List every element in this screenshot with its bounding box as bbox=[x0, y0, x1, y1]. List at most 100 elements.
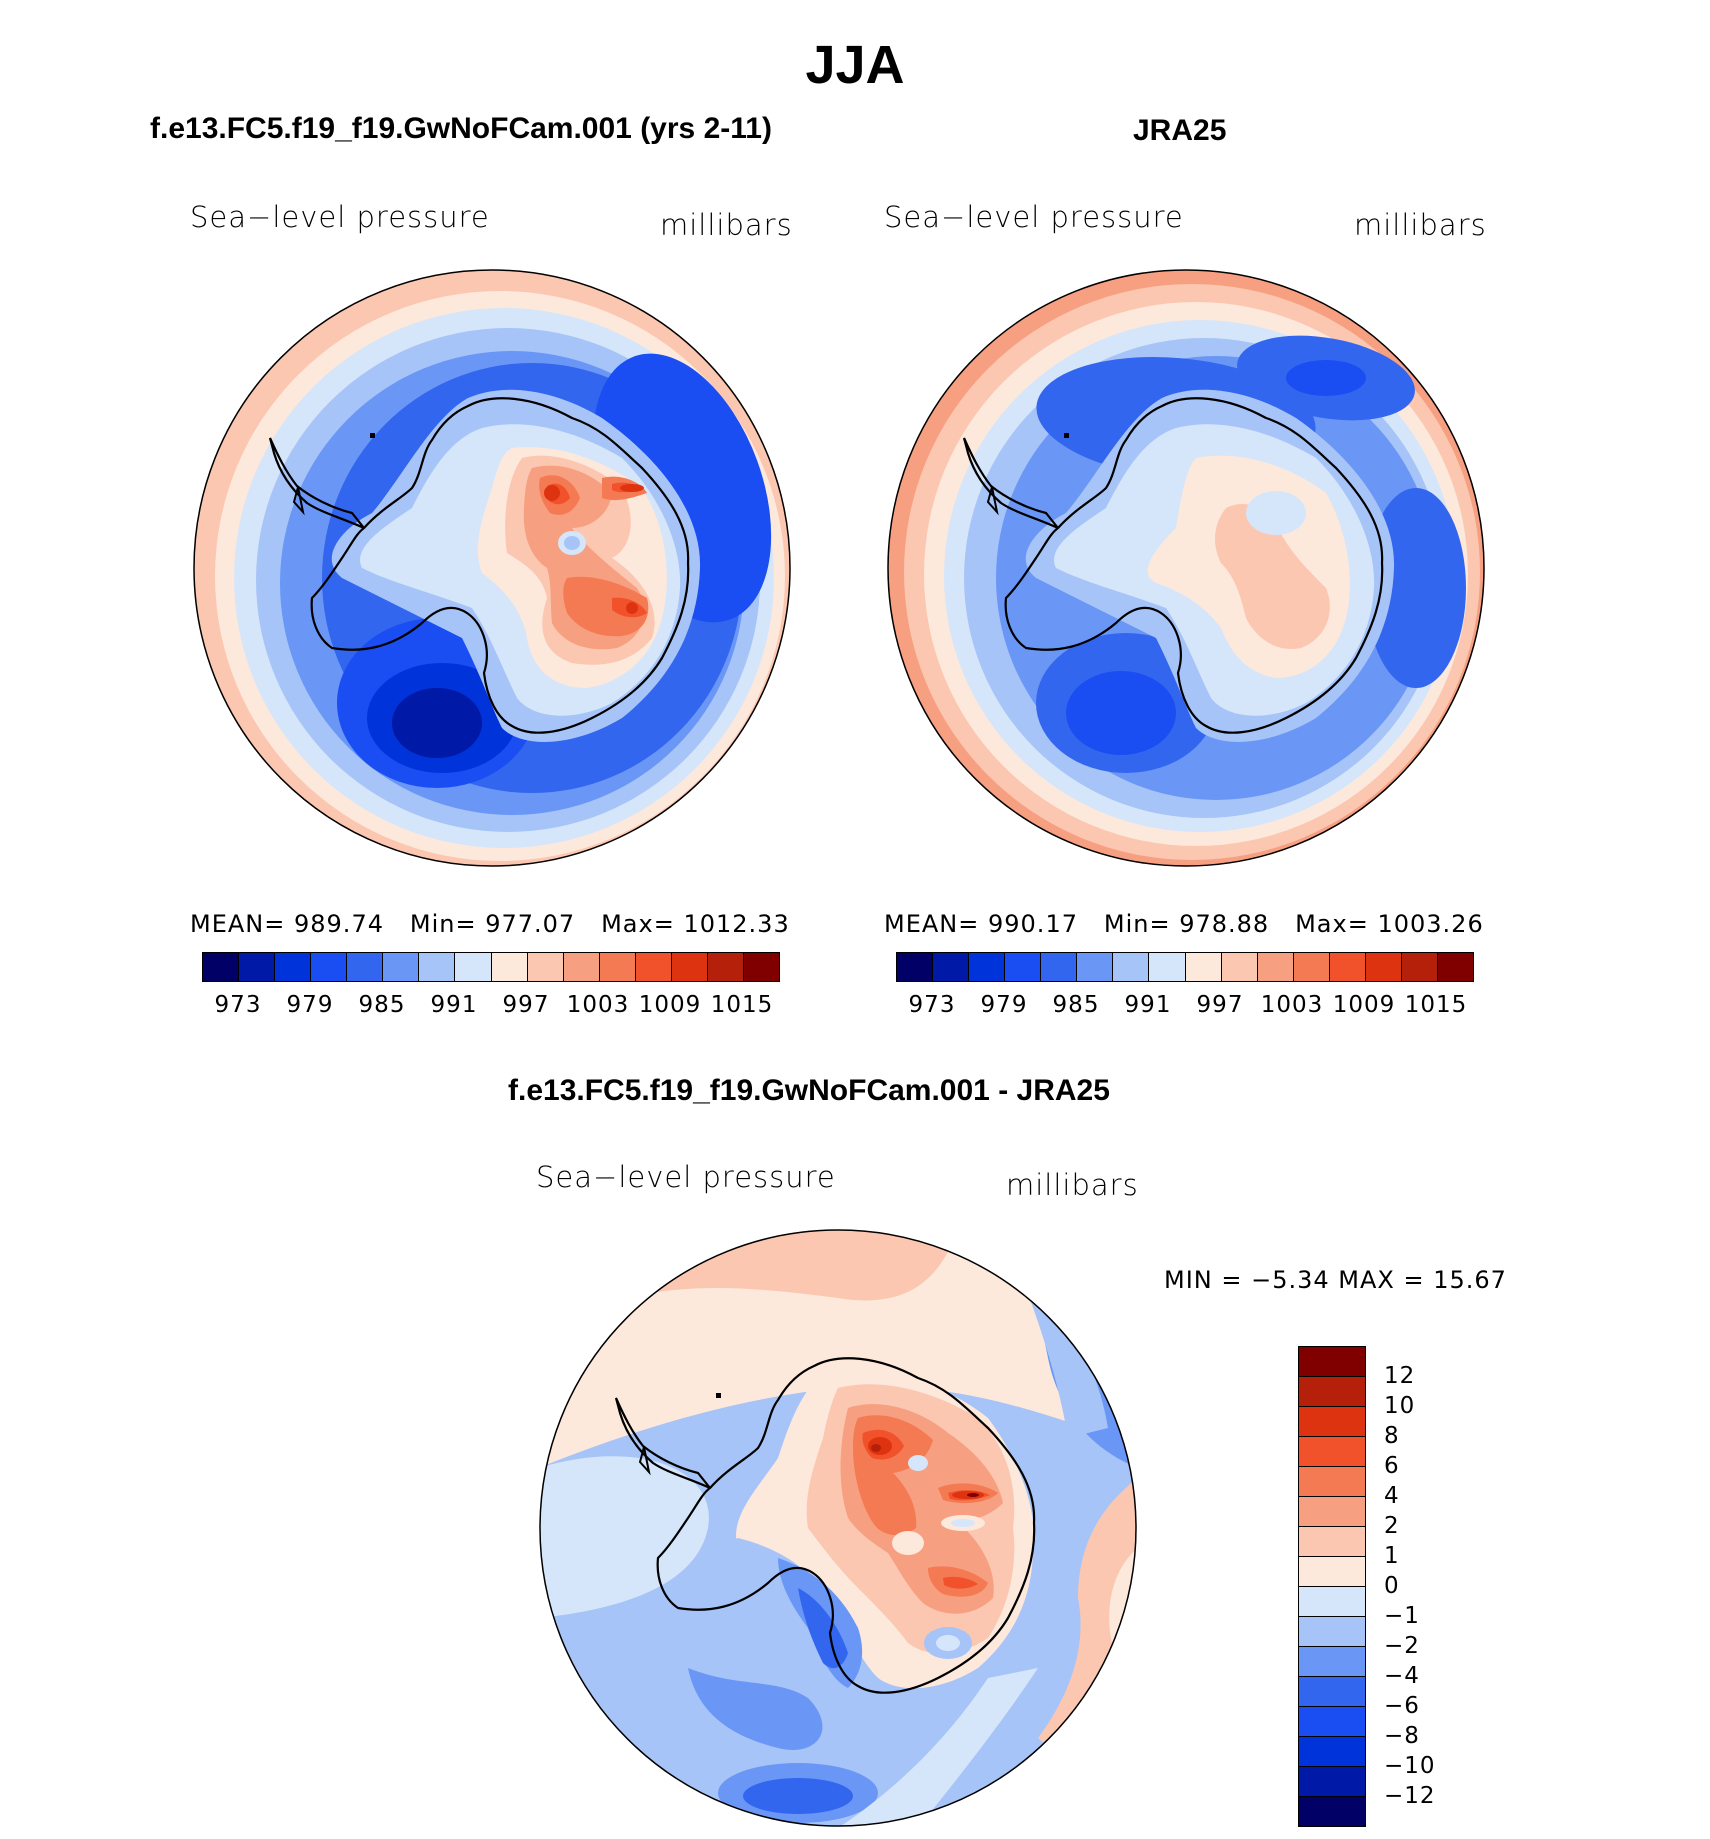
colorbar-swatch bbox=[1221, 953, 1258, 981]
colorbar-tick-label: 973 bbox=[214, 992, 262, 1018]
colorbar-swatch bbox=[1185, 953, 1222, 981]
colorbar-swatch bbox=[1293, 953, 1330, 981]
colorbar-swatch bbox=[969, 953, 1006, 981]
colorbar-swatch bbox=[563, 953, 600, 981]
colorbar-tick-label: 985 bbox=[358, 992, 406, 1018]
colorbar-tick-label: 2 bbox=[1384, 1513, 1400, 1539]
panel3-minmax: MIN = −5.34 MAX = 15.67 bbox=[1164, 1266, 1507, 1294]
colorbar-swatch bbox=[1041, 953, 1078, 981]
panel1-colorbar-ticks: 973 979 985 991 997 1003 1009 1015 bbox=[202, 992, 778, 1022]
colorbar-swatch bbox=[419, 953, 456, 981]
colorbar-swatch bbox=[239, 953, 276, 981]
colorbar-swatch bbox=[635, 953, 672, 981]
colorbar-swatch bbox=[1299, 1797, 1365, 1826]
colorbar-swatch bbox=[1401, 953, 1438, 981]
colorbar-swatch bbox=[707, 953, 744, 981]
colorbar-tick-label: 997 bbox=[1196, 992, 1244, 1018]
colorbar-swatch bbox=[1299, 1587, 1365, 1617]
colorbar-tick-label: 1 bbox=[1384, 1543, 1400, 1569]
colorbar-swatch bbox=[1257, 953, 1294, 981]
colorbar-tick-label: −10 bbox=[1384, 1753, 1436, 1779]
panel2-mean-value: 990.17 bbox=[988, 910, 1078, 938]
colorbar-swatch bbox=[311, 953, 348, 981]
panel2-min-value: 978.88 bbox=[1179, 910, 1270, 938]
colorbar-swatch bbox=[1299, 1407, 1365, 1437]
colorbar-swatch bbox=[1365, 953, 1402, 981]
colorbar-tick-label: −2 bbox=[1384, 1633, 1420, 1659]
colorbar-swatch bbox=[1299, 1497, 1365, 1527]
panel2-units-label: millibars bbox=[1354, 208, 1487, 242]
colorbar-tick-label: −8 bbox=[1384, 1723, 1420, 1749]
colorbar-swatch bbox=[527, 953, 564, 981]
colorbar-tick-label: 4 bbox=[1384, 1483, 1400, 1509]
colorbar-tick-label: −4 bbox=[1384, 1663, 1420, 1689]
colorbar-swatch bbox=[1299, 1347, 1365, 1377]
colorbar-swatch bbox=[743, 953, 779, 981]
panel1-max-value: 1012.33 bbox=[683, 910, 790, 938]
panel2-max-label: Max= bbox=[1295, 910, 1369, 938]
panel1-title: f.e13.FC5.f19_f19.GwNoFCam.001 (yrs 2-11… bbox=[150, 112, 772, 145]
panel2-colorbar-ticks: 973 979 985 991 997 1003 1009 1015 bbox=[896, 992, 1472, 1022]
colorbar-tick-label: 6 bbox=[1384, 1453, 1400, 1479]
colorbar-swatch bbox=[1299, 1647, 1365, 1677]
panel3-variable-label: Sea−level pressure bbox=[536, 1160, 836, 1194]
panel1-mean-label: MEAN= bbox=[190, 910, 286, 938]
colorbar-tick-label: 1015 bbox=[710, 992, 774, 1018]
colorbar-swatch bbox=[897, 953, 934, 981]
colorbar-swatch bbox=[599, 953, 636, 981]
panel1-polar-map bbox=[193, 269, 791, 867]
panel1-mean-value: 989.74 bbox=[294, 910, 384, 938]
colorbar-swatch bbox=[1299, 1737, 1365, 1767]
colorbar-tick-label: −1 bbox=[1384, 1603, 1420, 1629]
panel1-stats: MEAN= 989.74 Min= 977.07 Max= 1012.33 bbox=[190, 910, 790, 938]
panel2-title: JRA25 bbox=[1133, 114, 1227, 147]
colorbar-swatch bbox=[1437, 953, 1473, 981]
colorbar-swatch bbox=[275, 953, 312, 981]
panel3-title: f.e13.FC5.f19_f19.GwNoFCam.001 - JRA25 bbox=[508, 1074, 1110, 1107]
colorbar-swatch bbox=[1005, 953, 1042, 981]
colorbar-tick-label: 997 bbox=[502, 992, 550, 1018]
colorbar-tick-label: 979 bbox=[286, 992, 334, 1018]
figure-title: JJA bbox=[805, 35, 905, 95]
colorbar-swatch bbox=[1299, 1377, 1365, 1407]
panel3-polar-map bbox=[539, 1229, 1137, 1827]
colorbar-tick-label: 1009 bbox=[1332, 992, 1396, 1018]
colorbar-swatch bbox=[383, 953, 420, 981]
panel2-min-label: Min= bbox=[1103, 910, 1171, 938]
panel2-colorbar bbox=[896, 952, 1474, 982]
panel2-variable-label: Sea−level pressure bbox=[884, 200, 1184, 234]
panel1-max-label: Max= bbox=[601, 910, 675, 938]
panel3-units-label: millibars bbox=[1006, 1168, 1139, 1202]
colorbar-swatch bbox=[1299, 1617, 1365, 1647]
colorbar-swatch bbox=[1299, 1557, 1365, 1587]
colorbar-swatch bbox=[455, 953, 492, 981]
colorbar-tick-label: 8 bbox=[1384, 1423, 1400, 1449]
panel1-colorbar bbox=[202, 952, 780, 982]
panel2-stats: MEAN= 990.17 Min= 978.88 Max= 1003.26 bbox=[884, 910, 1484, 938]
colorbar-tick-label: 0 bbox=[1384, 1573, 1400, 1599]
colorbar-tick-label: −6 bbox=[1384, 1693, 1420, 1719]
colorbar-swatch bbox=[1149, 953, 1186, 981]
colorbar-swatch bbox=[1299, 1707, 1365, 1737]
panel2-max-value: 1003.26 bbox=[1377, 910, 1484, 938]
panel1-min-value: 977.07 bbox=[485, 910, 576, 938]
panel1-variable-label: Sea−level pressure bbox=[190, 200, 490, 234]
colorbar-tick-label: −12 bbox=[1384, 1783, 1436, 1809]
colorbar-swatch bbox=[1299, 1527, 1365, 1557]
colorbar-tick-label: 1003 bbox=[566, 992, 630, 1018]
colorbar-swatch bbox=[347, 953, 384, 981]
colorbar-tick-label: 1009 bbox=[638, 992, 702, 1018]
colorbar-tick-label: 991 bbox=[430, 992, 478, 1018]
colorbar-swatch bbox=[933, 953, 970, 981]
panel1-units-label: millibars bbox=[660, 208, 793, 242]
colorbar-swatch bbox=[203, 953, 240, 981]
colorbar-swatch bbox=[1113, 953, 1150, 981]
colorbar-tick-label: 991 bbox=[1124, 992, 1172, 1018]
colorbar-swatch bbox=[671, 953, 708, 981]
colorbar-swatch bbox=[1299, 1437, 1365, 1467]
panel1-min-label: Min= bbox=[409, 910, 477, 938]
colorbar-tick-label: 1015 bbox=[1404, 992, 1468, 1018]
panel3-colorbar-ticks: 12 10 8 6 4 2 1 0 −1 −2 −4 −6 −8 −10 −12 bbox=[1384, 1346, 1464, 1826]
colorbar-tick-label: 10 bbox=[1384, 1393, 1416, 1419]
colorbar-tick-label: 985 bbox=[1052, 992, 1100, 1018]
